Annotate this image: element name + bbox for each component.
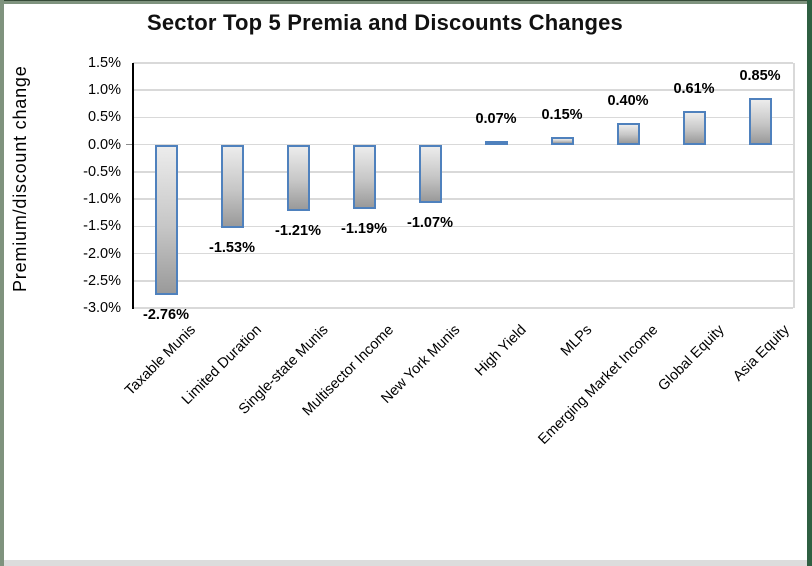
- x-category-label-global-equity: Global Equity: [655, 322, 728, 395]
- x-category-label-mlps: MLPs: [557, 322, 596, 360]
- bar-global-equity: [682, 111, 706, 145]
- y-axis-zero-tick: [126, 143, 132, 146]
- y-tick-label: -2.5%: [83, 272, 121, 289]
- x-category-label-emerging-market-income: Emerging Market Income: [535, 322, 662, 448]
- bar-taxable-munis: [154, 144, 178, 295]
- y-axis-line: [131, 63, 134, 309]
- data-label-single-state-munis: -1.21%: [275, 222, 321, 239]
- bar-emerging-market-income: [616, 122, 640, 145]
- data-label-taxable-munis: -2.76%: [143, 306, 189, 323]
- bar-limited-duration: [220, 144, 244, 228]
- data-label-new-york-munis: -1.07%: [407, 214, 453, 231]
- gridline: [133, 280, 793, 282]
- data-label-multisector-income: -1.19%: [341, 221, 387, 238]
- y-tick-label: 0.0%: [87, 136, 121, 153]
- data-label-global-equity: 0.61%: [673, 81, 715, 98]
- y-tick-label: 1.0%: [87, 82, 121, 99]
- x-category-label-asia-equity: Asia Equity: [730, 322, 794, 385]
- y-tick-label: 1.5%: [87, 55, 121, 71]
- y-tick-label: -1.0%: [83, 191, 121, 208]
- data-label-high-yield: 0.07%: [475, 110, 517, 127]
- bar-new-york-munis: [418, 144, 442, 203]
- bar-mlps: [550, 136, 574, 145]
- data-label-mlps: 0.15%: [541, 106, 583, 123]
- gridline: [133, 307, 793, 309]
- gridline: [133, 252, 793, 255]
- x-category-label-high-yield: High Yield: [471, 322, 530, 380]
- gridline: [133, 143, 793, 146]
- bar-single-state-munis: [286, 144, 310, 211]
- y-tick-label: -3.0%: [83, 300, 121, 316]
- frame-edge-left: [0, 0, 4, 566]
- gridline: [133, 89, 793, 91]
- data-label-emerging-market-income: 0.40%: [607, 92, 649, 109]
- plot-right-border: [793, 63, 795, 308]
- frame-edge-right: [807, 0, 812, 566]
- frame-edge-bottom: [4, 560, 807, 566]
- bar-high-yield: [484, 140, 508, 145]
- gridline: [133, 225, 793, 228]
- frame-edge-top: [0, 0, 812, 4]
- data-label-limited-duration: -1.53%: [209, 239, 255, 256]
- chart-title: Sector Top 5 Premia and Discounts Change…: [146, 10, 623, 35]
- y-tick-label: -0.5%: [83, 163, 121, 180]
- gridline: [133, 116, 793, 119]
- bar-multisector-income: [352, 144, 376, 210]
- data-label-asia-equity: 0.85%: [739, 68, 781, 85]
- y-tick-label: -2.0%: [83, 245, 121, 262]
- gridline: [133, 198, 793, 200]
- y-tick-label: -1.5%: [83, 218, 121, 235]
- bar-asia-equity: [748, 98, 772, 145]
- gridline: [133, 171, 793, 173]
- gridline: [133, 62, 793, 64]
- y-tick-label: 0.5%: [87, 109, 121, 126]
